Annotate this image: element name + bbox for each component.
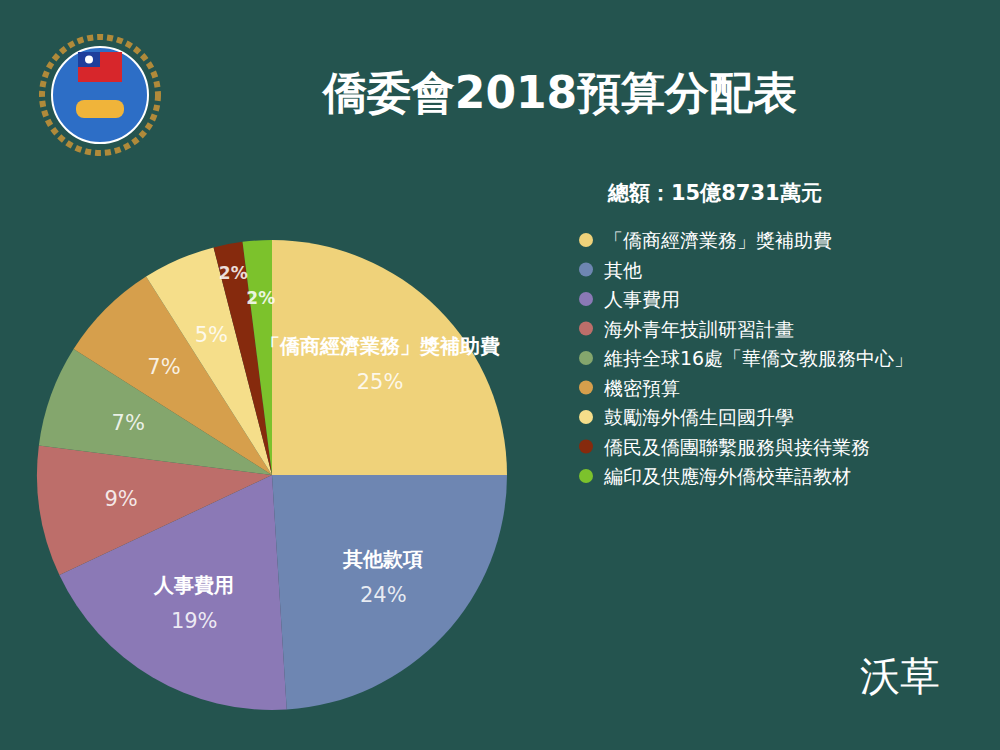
legend-entry: 海外青年技訓研習計畫: [604, 318, 794, 340]
slice: [272, 475, 507, 710]
slice-labels: 25% 「僑商經濟業務」獎補助費 24% 其他款項 19% 人事費用 9% 7% 7% 5% 2% 2…: [104, 263, 500, 634]
legend-entry: 鼓勵海外僑生回國升學: [604, 406, 794, 428]
chart: 僑委會2018預算分配表總額：15億8731萬元25%「僑商經濟業務」獎補助費2…: [0, 0, 1000, 750]
legend-swatch: [579, 292, 593, 306]
legend-entry: 人事費用: [604, 288, 680, 310]
legend-entry: 維持全球16處「華僑文教服務中心」: [603, 347, 913, 369]
legend-swatch: [579, 440, 593, 454]
legend-swatch: [579, 381, 593, 395]
flag-canton: [78, 52, 100, 67]
data-label: 7%: [112, 411, 145, 435]
hands: [76, 100, 124, 118]
legend-entry: 編印及供應海外僑校華語教材: [603, 465, 851, 487]
slice-name: 其他款項: [342, 547, 423, 571]
legend-entry: 機密預算: [604, 377, 680, 399]
legend-swatch: [579, 263, 593, 277]
slices: [37, 240, 507, 710]
legend-swatch: [579, 351, 593, 365]
data-label: 5%: [195, 323, 228, 347]
subtitle: 總額：15億8731萬元: [607, 181, 822, 205]
legend: 「僑商經濟業務」獎補助費其他人事費用海外青年技訓研習計畫維持全球16處「華僑文教…: [579, 229, 913, 487]
data-label: 9%: [104, 487, 137, 511]
data-label: 19%: [171, 609, 218, 633]
legend-swatch: [579, 410, 593, 424]
legend-swatch: [579, 322, 593, 336]
emblem: [42, 37, 158, 153]
slice-name: 人事費用: [153, 573, 234, 597]
background: [0, 0, 1000, 750]
data-label: 25%: [357, 370, 404, 394]
credit: 沃草: [860, 653, 940, 699]
flag: [78, 52, 122, 82]
legend-entry: 「僑商經濟業務」獎補助費: [604, 229, 832, 251]
data-label: 24%: [360, 583, 407, 607]
data-label: 2%: [219, 263, 248, 283]
legend-swatch: [579, 233, 593, 247]
legend-entry: 其他: [604, 259, 642, 281]
flag-sun: [85, 56, 93, 64]
legend-entry: 僑民及僑團聯繫服務與接待業務: [604, 436, 870, 458]
data-label: 2%: [246, 288, 275, 308]
title: 僑委會2018預算分配表: [321, 67, 797, 118]
legend-swatch: [579, 469, 593, 483]
data-label: 7%: [147, 355, 180, 379]
slice-name: 「僑商經濟業務」獎補助費: [260, 334, 500, 358]
wreath: [42, 37, 158, 153]
emblem-circle: [52, 47, 148, 143]
